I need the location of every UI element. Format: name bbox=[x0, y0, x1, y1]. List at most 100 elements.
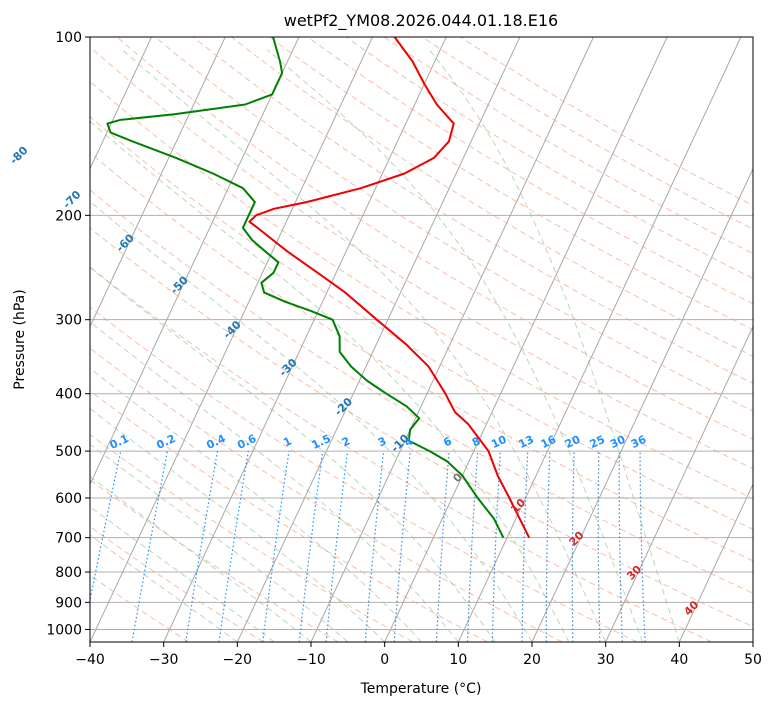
isotherm-label: -40 bbox=[221, 318, 244, 341]
dry-adiabat bbox=[90, 479, 339, 642]
mixing-ratio-label: 1.5 bbox=[310, 432, 333, 452]
mixing-ratio-label: 16 bbox=[539, 433, 559, 451]
moist-adiabat bbox=[428, 49, 680, 642]
mixing-ratio-label: 13 bbox=[517, 433, 536, 451]
moist-adiabat bbox=[90, 120, 570, 642]
x-tick-label: −20 bbox=[223, 652, 253, 668]
isotherm--50 bbox=[90, 37, 300, 486]
mixing-ratio-line bbox=[364, 451, 385, 642]
mixing-ratio-line bbox=[466, 451, 479, 642]
moist-adiabat bbox=[90, 407, 386, 642]
x-tick-label: 50 bbox=[744, 652, 762, 668]
moist-adiabat bbox=[266, 49, 643, 642]
dry-adiabat bbox=[116, 37, 753, 441]
isotherm--20 bbox=[236, 37, 521, 642]
isotherm-label: -60 bbox=[114, 231, 137, 254]
x-tick-label: 40 bbox=[670, 652, 688, 668]
isotherm-0 bbox=[384, 37, 668, 642]
mixing-ratio-label: 10 bbox=[489, 433, 509, 451]
y-tick-label: 400 bbox=[55, 387, 82, 403]
moist-adiabat bbox=[90, 443, 349, 642]
dry-adiabat bbox=[231, 37, 753, 357]
x-tick-label: 20 bbox=[523, 652, 541, 668]
dry-adiabat bbox=[90, 116, 753, 530]
dry-adiabat bbox=[90, 390, 488, 642]
mixing-ratio-label: 6 bbox=[441, 434, 454, 449]
plot-area bbox=[0, 37, 753, 642]
mixing-ratio-label: 0.1 bbox=[108, 432, 131, 452]
y-tick-label: 500 bbox=[55, 444, 82, 460]
dry-adiabat bbox=[460, 37, 753, 206]
mixing-ratio-line bbox=[218, 451, 249, 642]
moist-adiabat bbox=[90, 200, 533, 642]
y-axis-label: Pressure (hPa) bbox=[12, 289, 28, 389]
dry-adiabat bbox=[192, 37, 753, 384]
mixing-ratio-label: 0.2 bbox=[154, 432, 177, 452]
dry-adiabat bbox=[90, 306, 638, 642]
mixing-ratio-line bbox=[90, 450, 122, 604]
x-tick-label: −30 bbox=[149, 652, 179, 668]
mixing-ratio-label: 25 bbox=[588, 433, 607, 451]
moist-adiabat bbox=[90, 475, 312, 642]
dry-adiabat bbox=[90, 227, 753, 628]
y-tick-label: 900 bbox=[55, 595, 82, 611]
moist-adiabat bbox=[90, 505, 275, 642]
x-axis-label: Temperature (°C) bbox=[360, 681, 482, 697]
dry-adiabat bbox=[269, 37, 753, 331]
mixing-ratio-line bbox=[597, 451, 601, 642]
mixing-ratio-label: 1 bbox=[281, 434, 293, 449]
dry-adiabat bbox=[90, 525, 264, 642]
dry-adiabat bbox=[90, 152, 753, 562]
x-tick-label: −40 bbox=[75, 652, 105, 668]
dry-adiabat bbox=[345, 37, 753, 279]
dry-adiabat bbox=[383, 37, 753, 255]
dry-adiabat bbox=[90, 574, 190, 642]
isotherm--60 bbox=[90, 37, 226, 328]
chart-title: wetPf2_YM08.2026.044.01.18.E16 bbox=[284, 11, 558, 31]
moist-adiabat bbox=[90, 534, 238, 642]
isotherm-50 bbox=[752, 640, 753, 642]
y-tick-label: 700 bbox=[55, 531, 82, 547]
y-tick-label: 800 bbox=[55, 565, 82, 581]
x-tick-label: 10 bbox=[449, 652, 467, 668]
isotherm-label: -80 bbox=[7, 144, 30, 167]
isotherm--70 bbox=[90, 37, 152, 170]
mixing-ratio-label: 36 bbox=[629, 433, 649, 451]
isotherm-label: -50 bbox=[168, 273, 191, 296]
plot-frame bbox=[89, 36, 754, 643]
isotherm-label: -30 bbox=[277, 356, 300, 379]
isotherm-30 bbox=[605, 325, 753, 642]
dewpoint-line bbox=[106, 37, 505, 539]
mixing-ratio-line bbox=[618, 451, 623, 642]
dry-adiabat bbox=[154, 37, 753, 412]
mixing-ratio-line bbox=[435, 451, 450, 642]
y-tick-label: 200 bbox=[55, 208, 82, 224]
dry-adiabat bbox=[90, 189, 753, 594]
isotherm-20 bbox=[531, 167, 753, 642]
mixing-ratio-line bbox=[545, 451, 551, 642]
isotherm-40 bbox=[678, 483, 753, 642]
isotherm-10 bbox=[457, 37, 742, 642]
moist-adiabat bbox=[90, 321, 459, 642]
moist-adiabat bbox=[90, 367, 422, 642]
x-tick-label: −10 bbox=[296, 652, 326, 668]
x-tick-label: 30 bbox=[597, 652, 615, 668]
y-tick-label: 300 bbox=[55, 313, 82, 329]
mixing-ratio-line bbox=[639, 451, 646, 642]
mixing-ratio-label: 30 bbox=[608, 433, 628, 451]
mixing-ratio-line bbox=[262, 451, 290, 642]
temperature-line bbox=[248, 37, 531, 539]
mixing-ratio-label: 0.4 bbox=[204, 432, 227, 452]
x-tick-label: 0 bbox=[380, 652, 389, 668]
isotherm--30 bbox=[163, 37, 447, 642]
y-tick-label: 1000 bbox=[46, 622, 82, 638]
dry-adiabat bbox=[307, 37, 753, 305]
y-tick-label: 100 bbox=[55, 30, 82, 46]
dry-adiabat bbox=[90, 347, 563, 642]
chart-labels: 0.10.20.40.611.52346810131620253036-100-… bbox=[7, 144, 701, 619]
mixing-ratio-line bbox=[298, 451, 324, 642]
moist-adiabat bbox=[90, 266, 496, 642]
mixing-ratio-line bbox=[185, 450, 219, 642]
isotherm--90 bbox=[0, 37, 4, 642]
